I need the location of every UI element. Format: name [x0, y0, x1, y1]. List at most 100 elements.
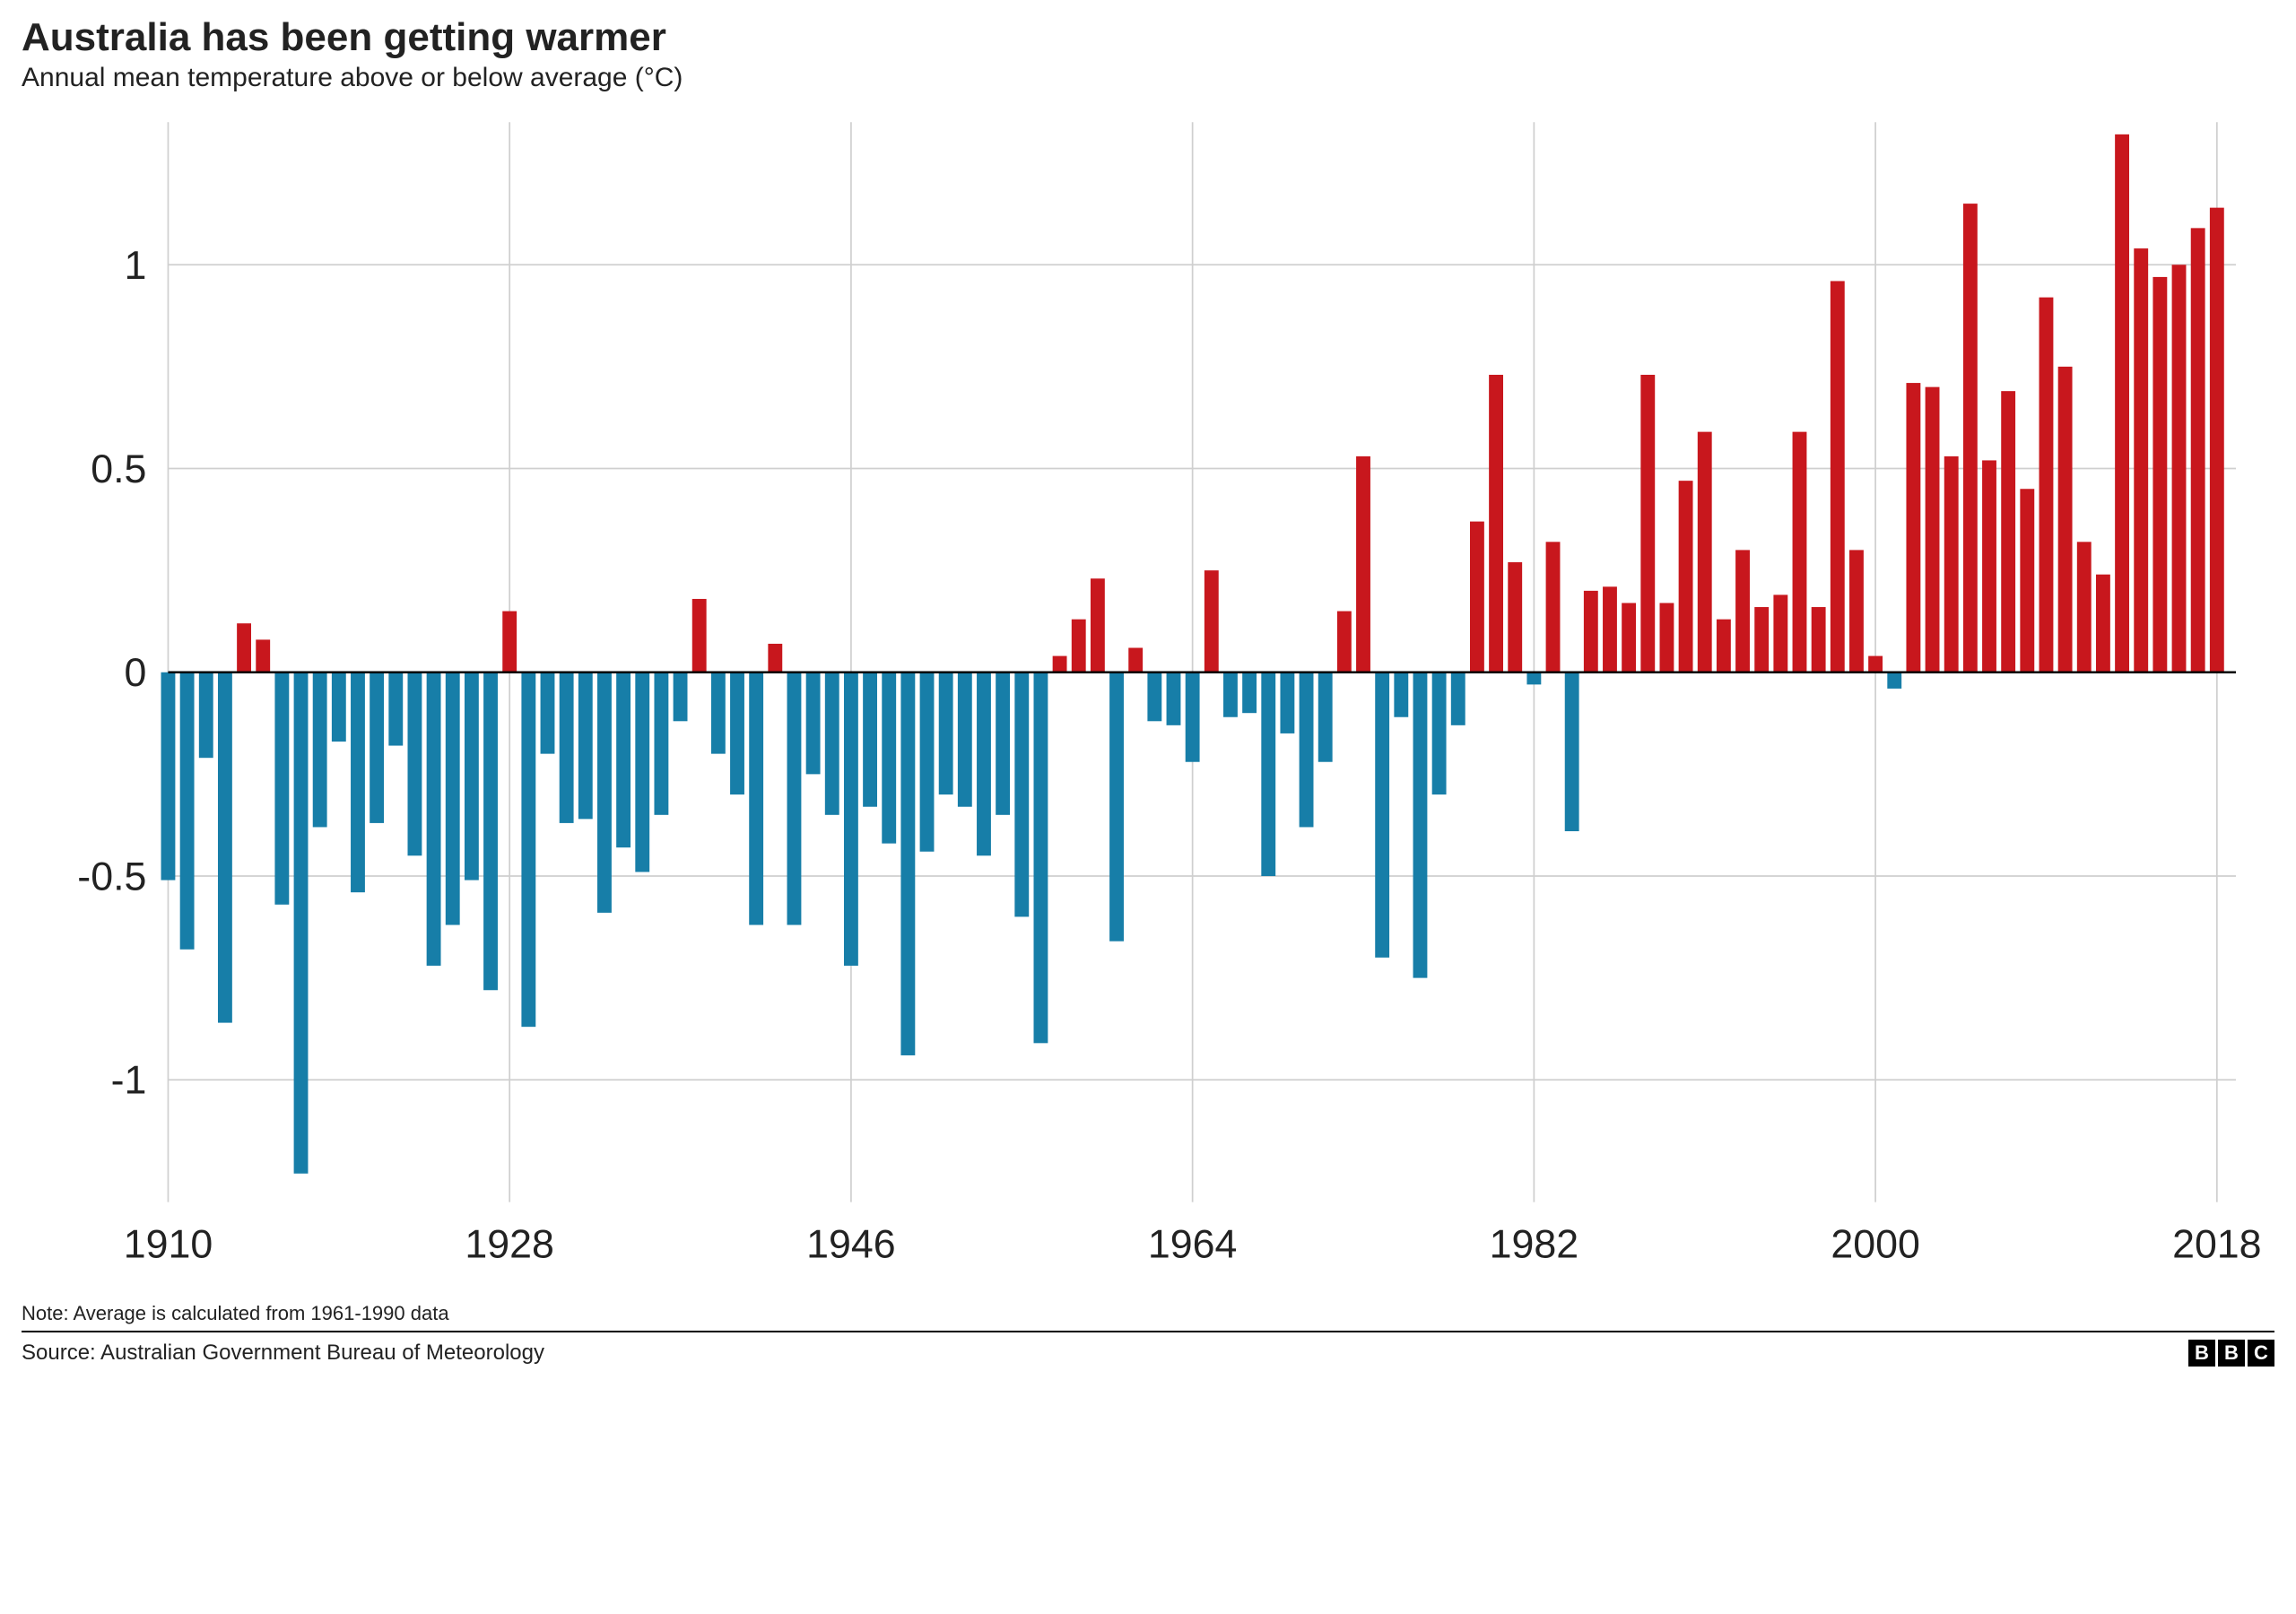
- temperature-bar: [1356, 456, 1370, 672]
- temperature-bar: [977, 672, 991, 856]
- x-tick-label: 1946: [806, 1222, 895, 1266]
- temperature-bar: [674, 672, 688, 722]
- y-tick-label: 0.5: [91, 447, 146, 491]
- temperature-bar: [996, 672, 1010, 815]
- temperature-bar: [1014, 672, 1029, 917]
- temperature-bar: [1394, 672, 1408, 717]
- temperature-bar: [388, 672, 403, 746]
- temperature-bar: [1432, 672, 1447, 794]
- temperature-bar: [1754, 607, 1769, 672]
- temperature-bar: [237, 623, 251, 672]
- temperature-bar: [1280, 672, 1294, 733]
- temperature-bar: [1033, 672, 1048, 1044]
- temperature-bar: [1603, 586, 1617, 672]
- temperature-bar: [502, 611, 517, 672]
- x-tick-label: 1928: [465, 1222, 553, 1266]
- temperature-bar: [730, 672, 744, 794]
- temperature-bar: [1622, 603, 1636, 672]
- temperature-bar: [1318, 672, 1333, 762]
- temperature-bar: [427, 672, 441, 966]
- y-tick-label: -1: [111, 1059, 147, 1103]
- source-text: Source: Australian Government Bureau of …: [22, 1341, 544, 1366]
- bbc-logo-box: C: [2248, 1340, 2274, 1367]
- temperature-bar: [1053, 655, 1067, 672]
- temperature-bar: [1773, 594, 1787, 672]
- y-tick-label: 1: [124, 244, 146, 288]
- y-tick-label: 0: [124, 651, 146, 695]
- temperature-bar: [2020, 489, 2034, 672]
- temperature-bar: [560, 672, 574, 823]
- temperature-bar: [1186, 672, 1200, 762]
- temperature-bar: [180, 672, 195, 950]
- temperature-bar: [199, 672, 213, 758]
- temperature-bar: [863, 672, 877, 807]
- temperature-bar: [1963, 204, 1978, 672]
- temperature-bar: [1926, 387, 1940, 672]
- temperature-bar: [1849, 550, 1864, 672]
- footer-rule: [22, 1331, 2274, 1332]
- temperature-bar: [844, 672, 858, 966]
- temperature-bar: [1489, 375, 1503, 672]
- temperature-bar: [2039, 298, 2054, 672]
- temperature-bar: [1147, 672, 1161, 722]
- temperature-bar: [1470, 521, 1484, 672]
- temperature-bar: [1300, 672, 1314, 828]
- temperature-bar: [407, 672, 422, 856]
- chart-container: -1-0.500.511910192819461964198220002018: [22, 107, 2274, 1295]
- temperature-bar: [692, 599, 707, 672]
- temperature-bar: [1831, 281, 1845, 672]
- temperature-bar: [749, 672, 763, 925]
- bbc-logo-box: B: [2188, 1340, 2215, 1367]
- temperature-bar: [256, 639, 270, 672]
- temperature-bar: [1337, 611, 1352, 672]
- temperature-bar: [2115, 134, 2129, 672]
- temperature-bar: [465, 672, 479, 881]
- temperature-bar: [1982, 460, 1996, 672]
- temperature-bar: [2058, 367, 2073, 672]
- temperature-bar: [1375, 672, 1389, 958]
- temperature-bar: [521, 672, 535, 1027]
- temperature-bar: [332, 672, 346, 742]
- temperature-bar: [825, 672, 839, 815]
- x-tick-label: 1964: [1148, 1222, 1237, 1266]
- temperature-bar: [1679, 481, 1693, 672]
- temperature-bar: [597, 672, 612, 913]
- temperature-bar: [1584, 591, 1598, 672]
- temperature-bar: [1128, 647, 1143, 672]
- temperature-bar: [313, 672, 327, 828]
- temperature-bar: [1698, 432, 1712, 672]
- temperature-bar: [2077, 542, 2092, 672]
- temperature-bar: [920, 672, 935, 852]
- temperature-bar: [939, 672, 953, 794]
- bar-chart: -1-0.500.511910192819461964198220002018: [22, 107, 2274, 1295]
- temperature-bar: [274, 672, 289, 905]
- temperature-bar: [2191, 228, 2205, 672]
- y-tick-label: -0.5: [77, 855, 146, 898]
- temperature-bar: [1717, 620, 1731, 672]
- temperature-bar: [882, 672, 896, 844]
- temperature-bar: [2152, 277, 2167, 672]
- temperature-bar: [1793, 432, 1807, 672]
- temperature-bar: [616, 672, 631, 847]
- temperature-bar: [1508, 562, 1522, 672]
- temperature-bar: [1072, 620, 1086, 672]
- temperature-bar: [370, 672, 384, 823]
- temperature-bar: [2001, 391, 2015, 672]
- temperature-bar: [483, 672, 498, 990]
- temperature-bar: [446, 672, 460, 925]
- temperature-bar: [768, 644, 782, 672]
- x-tick-label: 1910: [124, 1222, 213, 1266]
- x-tick-label: 2000: [1831, 1222, 1919, 1266]
- temperature-bar: [1565, 672, 1579, 831]
- temperature-bar: [958, 672, 972, 807]
- temperature-bar: [1167, 672, 1181, 725]
- temperature-bar: [787, 672, 802, 925]
- temperature-bar: [1205, 570, 1219, 672]
- temperature-bar: [1735, 550, 1750, 672]
- temperature-bar: [2096, 575, 2110, 672]
- temperature-bar: [635, 672, 649, 872]
- temperature-bar: [541, 672, 555, 754]
- temperature-bar: [1640, 375, 1655, 672]
- temperature-bar: [1812, 607, 1826, 672]
- chart-note: Note: Average is calculated from 1961-19…: [22, 1302, 2274, 1325]
